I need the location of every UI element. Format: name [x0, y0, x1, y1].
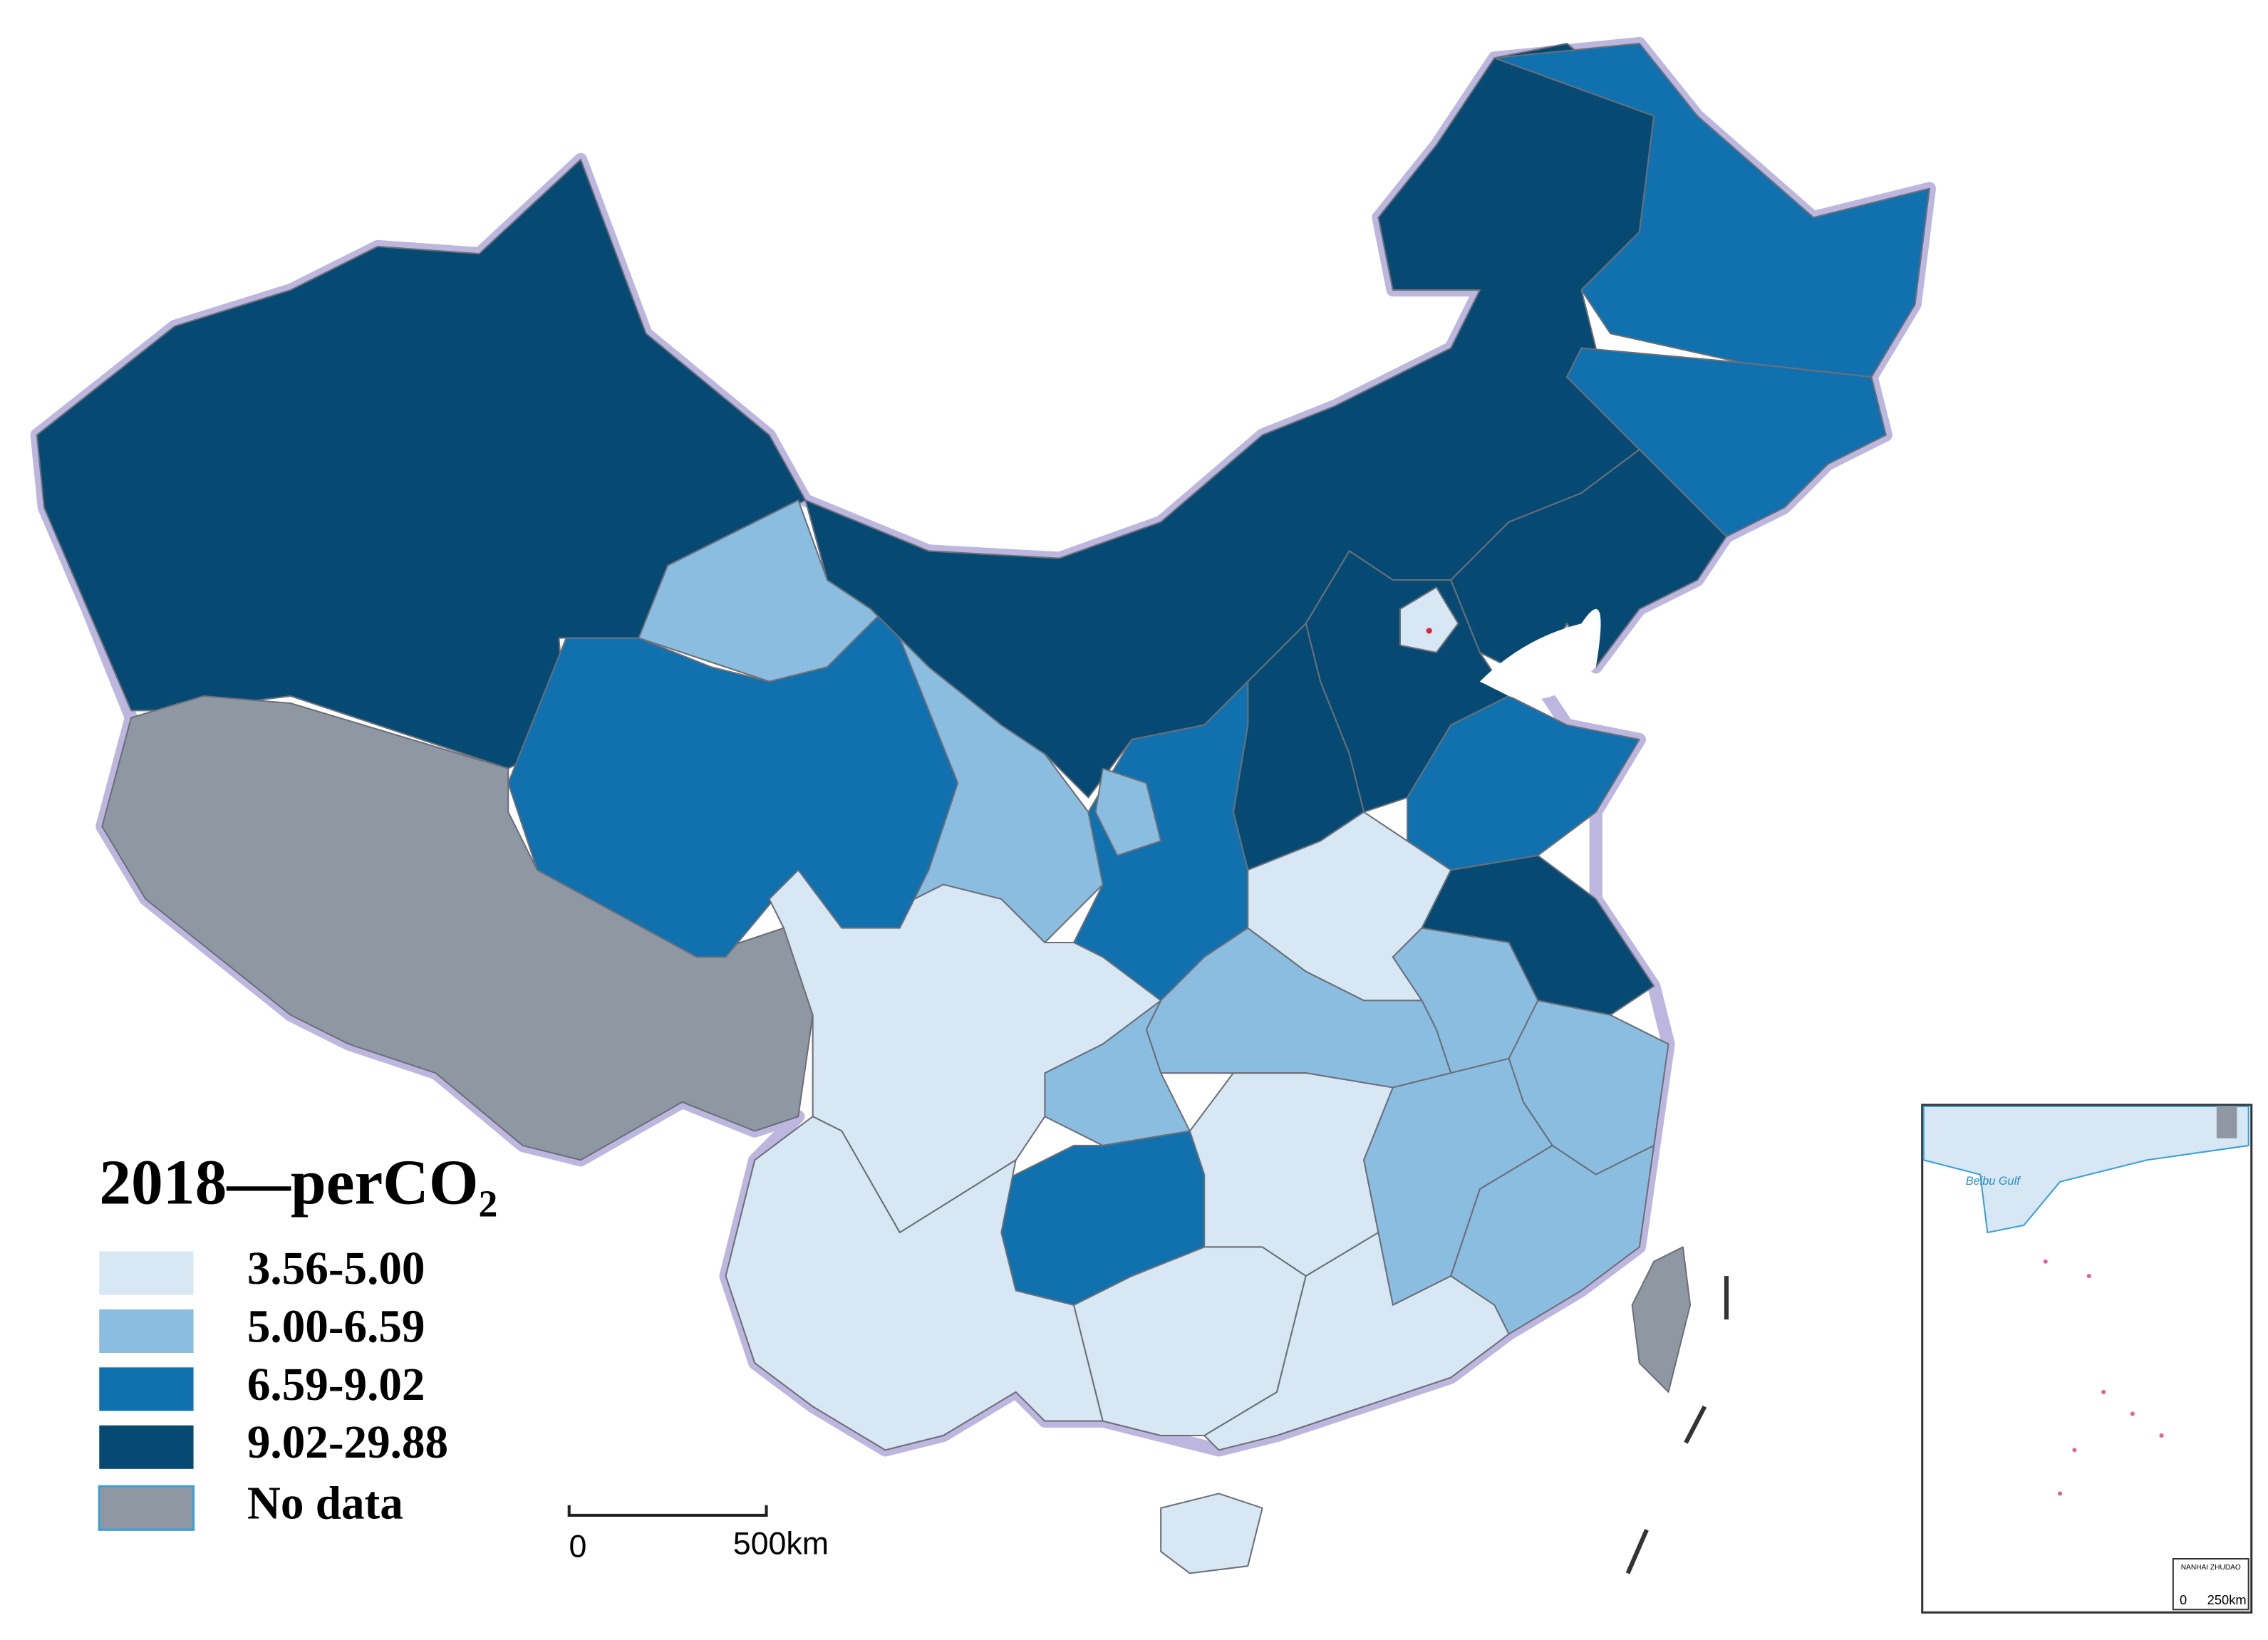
inset-title: NANHAI ZHUDAO: [2181, 1564, 2241, 1572]
province: [1450, 448, 1727, 683]
island: [2159, 1433, 2164, 1438]
capital-marker: [1426, 628, 1432, 634]
province: [101, 695, 814, 1161]
province: [1631, 1246, 1692, 1393]
legend-label: 5.00-6.59: [247, 1301, 425, 1352]
inset-frame: [1921, 1104, 2253, 1614]
province: [1160, 1493, 1263, 1574]
island: [2130, 1411, 2135, 1416]
province: [725, 1116, 1104, 1451]
scale-label: 500km: [733, 1526, 829, 1562]
inset: Beibu Gulf NANHAI ZHUDAO 0 250km: [1921, 1104, 2253, 1614]
inset-coast: [1922, 1105, 2249, 1234]
legend-swatch: [99, 1309, 194, 1353]
island: [2086, 1274, 2091, 1279]
legend-swatch: [99, 1425, 194, 1469]
inset-taiwan: [2216, 1106, 2237, 1138]
legend: 3.56-5.00 5.00-6.59 6.59-9.02 9.02-29.88 No …: [98, 1243, 448, 1531]
island: [2101, 1389, 2106, 1395]
island: [2058, 1491, 2063, 1496]
island: [2043, 1259, 2048, 1264]
legend-swatch: [99, 1367, 194, 1411]
legend-label: 3.56-5.00: [247, 1243, 425, 1294]
scale-bar: [567, 1505, 768, 1517]
provinces: [36, 43, 1930, 1574]
legend-label: 6.59-9.02: [247, 1359, 425, 1411]
island: [2072, 1448, 2077, 1453]
province: [1566, 347, 1887, 538]
inset-islands: [2043, 1259, 2164, 1496]
legend-label: No data: [247, 1478, 403, 1530]
boundary-dash: [1625, 1529, 1649, 1574]
legend-label: 9.02-29.88: [247, 1417, 448, 1468]
inset-scale-label: 250km: [2207, 1592, 2247, 1607]
province: [1399, 586, 1459, 653]
legend-swatch: [98, 1485, 195, 1531]
inset-sea-label: Beibu Gulf: [1966, 1175, 2021, 1188]
boundary-dash: [1684, 1405, 1707, 1444]
inset-title-box: [2172, 1558, 2249, 1611]
island-dashes: [1625, 1276, 1729, 1574]
province: [1094, 767, 1162, 856]
legend-swatch: [99, 1251, 194, 1295]
bohai-sea: [1479, 608, 1601, 700]
inset-scale-label: 0: [2180, 1592, 2187, 1607]
province: [1450, 1144, 1655, 1335]
scale-label: 0: [569, 1529, 586, 1564]
legend-title: 2018—perCO₂: [99, 1148, 497, 1218]
province: [1203, 1232, 1510, 1451]
